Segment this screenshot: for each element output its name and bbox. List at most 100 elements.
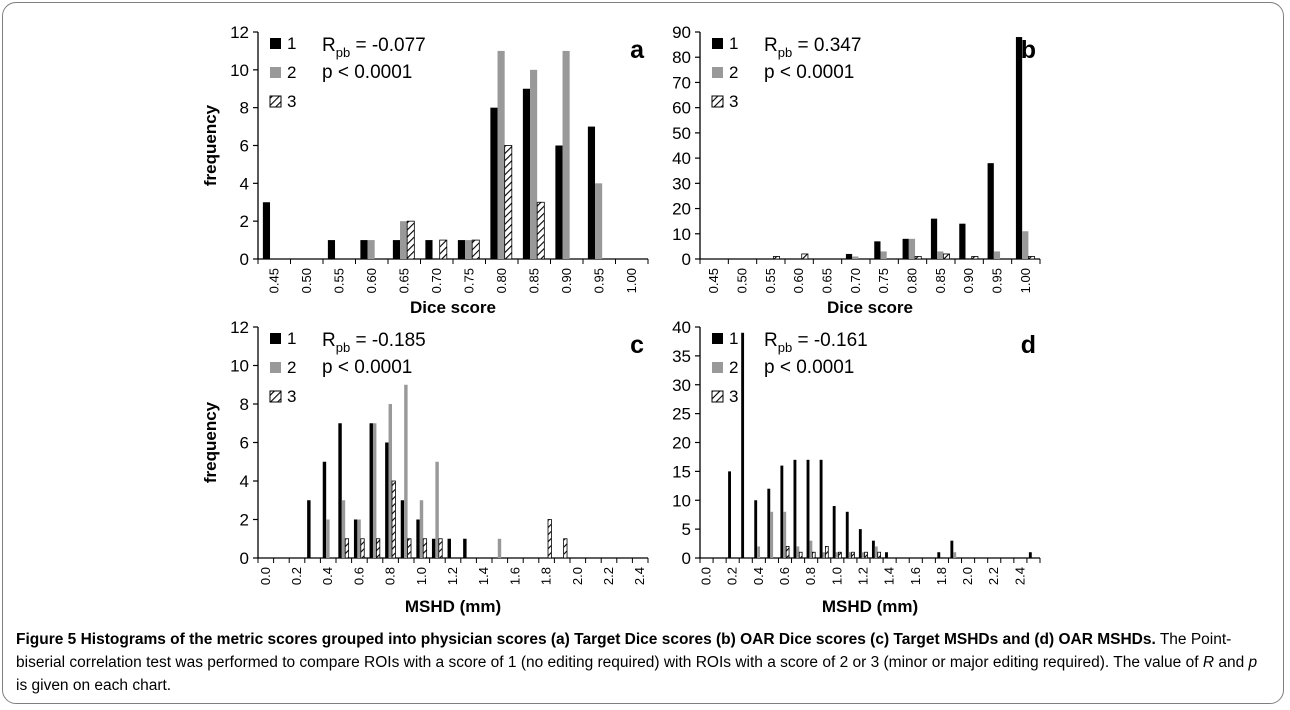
p-value-annotation: p < 0.0001	[764, 357, 854, 378]
y-tick-label: 15	[672, 462, 691, 481]
bar-series-3-1.0	[422, 538, 428, 559]
p-value-annotation: p < 0.0001	[322, 62, 412, 83]
chart-panel-b: 0 10 20 30 40 50 60 70 80 90 0.45 0.50 0.55 0.60 0.65 0…	[672, 23, 1041, 317]
bar-series-2-0.95	[595, 183, 603, 259]
bar-series-1-1.3	[463, 538, 467, 558]
y-tick-label: 10	[230, 357, 249, 376]
r-subscript: pb	[778, 340, 792, 355]
x-tick-label: 0.8	[383, 567, 398, 585]
x-tick-label: 0.95	[591, 268, 606, 293]
y-tick-label: 10	[230, 61, 249, 80]
bar-series-3-0.9	[825, 546, 829, 559]
bar-series-3-0.5	[344, 538, 350, 559]
x-tick-label: 0.80	[905, 268, 920, 293]
x-axis-label: MSHD (mm)	[405, 597, 501, 616]
bar-series-3-1.3	[877, 551, 881, 559]
x-tick-label: 0.50	[735, 268, 750, 293]
r-pb-annotation: Rpb = 0.347	[764, 35, 861, 60]
figure-caption: Figure 5 Histograms of the metric scores…	[16, 628, 1271, 697]
legend-swatch-2	[270, 67, 281, 78]
x-tick-label: 1.4	[476, 567, 491, 585]
x-tick-label: 0.85	[526, 268, 541, 293]
bar-series-3-0.60	[801, 253, 809, 260]
x-tick-label: 1.8	[934, 567, 949, 585]
bar-series-1-0.85	[930, 218, 938, 259]
bar-series-2-1.00	[1022, 231, 1029, 259]
bar-series-1-0.75	[457, 240, 466, 259]
bar-series-2-0.80	[908, 238, 916, 259]
bar-series-3-0.7	[798, 551, 803, 559]
r-symbol: R	[764, 330, 778, 351]
bar-series-2-0.9	[404, 384, 408, 558]
bar-series-3-1.1	[851, 551, 855, 559]
bar-series-1-0.55	[327, 240, 336, 259]
x-tick-label: 0.2	[289, 567, 304, 585]
bar-series-3-0.85	[942, 253, 951, 260]
legend-label-3: 3	[287, 92, 296, 111]
x-tick-label: 0.70	[429, 268, 444, 293]
caption-text-3: is given on each chart.	[16, 677, 172, 694]
r-symbol: R	[322, 35, 336, 56]
legend-swatch-3	[269, 95, 282, 108]
y-tick-label: 35	[672, 347, 691, 366]
y-axis-label: frequency	[201, 401, 220, 483]
y-tick-label: 2	[240, 212, 249, 231]
bar-series-2-0.95	[993, 251, 1001, 259]
bar-series-3-0.65	[406, 220, 415, 260]
x-tick-label: 0.90	[961, 268, 976, 293]
bar-series-3-0.80	[914, 256, 922, 260]
x-tick-label: 1.8	[539, 567, 554, 585]
x-tick-label: 0.55	[331, 268, 346, 293]
x-tick-label: 2.2	[986, 567, 1001, 585]
bar-series-1-1.2	[858, 529, 862, 558]
bar-series-1-1.0	[416, 519, 420, 558]
r-pb-annotation: Rpb = -0.161	[764, 330, 868, 355]
legend-label-3: 3	[287, 387, 296, 406]
bar-series-2-1.9	[953, 552, 957, 558]
y-tick-label: 0	[240, 250, 249, 269]
bar-series-1-0.85	[522, 88, 531, 259]
bar-series-2-0.85	[937, 251, 944, 259]
bar-series-2-0.7	[796, 546, 800, 558]
x-tick-label: 0.4	[751, 567, 766, 585]
panel-label: b	[1021, 36, 1036, 64]
x-tick-label: 0.70	[848, 268, 863, 293]
y-tick-label: 60	[672, 99, 691, 118]
x-tick-label: 1.2	[855, 567, 870, 585]
x-tick-label: 2.0	[570, 567, 585, 585]
bar-series-3-1.1	[438, 538, 443, 559]
x-tick-label: 0.80	[494, 268, 509, 293]
bar-series-1-1.1	[431, 538, 436, 558]
x-tick-label: 2.4	[632, 567, 647, 585]
bar-series-3-0.7	[376, 538, 381, 559]
bar-series-3-0.9	[407, 538, 412, 559]
y-tick-label: 90	[672, 23, 691, 42]
y-tick-label: 80	[672, 48, 691, 67]
legend-swatch-2	[712, 67, 723, 78]
y-tick-label: 6	[240, 137, 249, 156]
y-tick-label: 30	[672, 174, 691, 193]
x-axis-label: MSHD (mm)	[822, 597, 918, 616]
bar-series-1-0.60	[360, 240, 368, 259]
legend-label-2: 2	[287, 358, 296, 377]
y-tick-label: 0	[240, 549, 249, 568]
panel-label: c	[630, 331, 644, 359]
bar-series-1-0.6	[353, 519, 358, 558]
bar-series-3-0.70	[439, 239, 448, 260]
x-tick-label: 0.85	[933, 268, 948, 293]
bar-series-2-0.6	[783, 511, 787, 558]
bar-series-1-0.7	[369, 423, 373, 558]
x-tick-label: 0.65	[396, 268, 411, 293]
bar-series-1-0.8	[385, 442, 389, 558]
y-tick-label: 12	[230, 318, 249, 337]
bar-series-2-0.5	[341, 500, 346, 558]
r-subscript: pb	[778, 45, 792, 60]
legend-label-2: 2	[729, 63, 738, 82]
bar-series-1-0.95	[987, 163, 994, 259]
legend-label-2: 2	[287, 63, 296, 82]
r-value: = -0.185	[350, 330, 426, 351]
bar-series-1-0.2	[728, 471, 731, 558]
legend-swatch-3	[269, 390, 282, 403]
